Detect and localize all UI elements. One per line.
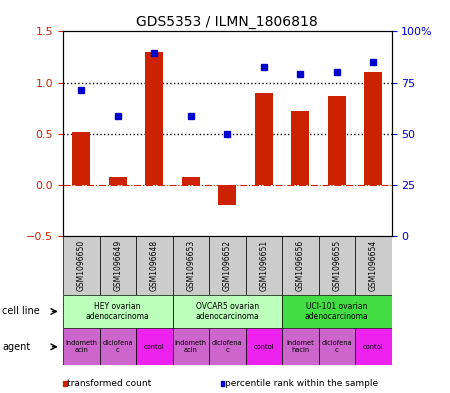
Bar <box>218 185 236 205</box>
Text: contol: contol <box>253 344 274 350</box>
Bar <box>319 236 355 295</box>
Text: GSM1096654: GSM1096654 <box>369 240 378 291</box>
Bar <box>72 132 90 185</box>
Text: GSM1096650: GSM1096650 <box>77 240 86 291</box>
Text: indomet
hacin: indomet hacin <box>286 340 314 353</box>
Bar <box>63 328 99 365</box>
Text: diclofena
c: diclofena c <box>321 340 352 353</box>
Bar <box>246 236 282 295</box>
Bar <box>172 295 282 328</box>
Text: GSM1096651: GSM1096651 <box>259 240 268 291</box>
Bar <box>136 328 172 365</box>
Text: transformed count: transformed count <box>67 379 151 387</box>
Text: HEY ovarian
adenocarcinoma: HEY ovarian adenocarcinoma <box>86 302 149 321</box>
Bar <box>319 328 355 365</box>
Bar <box>108 176 127 185</box>
Bar <box>99 236 136 295</box>
Bar <box>328 96 346 185</box>
Bar <box>355 328 392 365</box>
Title: GDS5353 / ILMN_1806818: GDS5353 / ILMN_1806818 <box>136 15 318 29</box>
Bar <box>172 328 209 365</box>
Bar <box>282 236 319 295</box>
Text: percentile rank within the sample: percentile rank within the sample <box>225 379 378 387</box>
Bar <box>136 236 172 295</box>
Bar <box>145 52 163 185</box>
Bar <box>364 72 382 185</box>
Text: GSM1096656: GSM1096656 <box>296 240 305 291</box>
Text: contol: contol <box>144 344 165 350</box>
Bar <box>282 328 319 365</box>
Bar <box>63 236 99 295</box>
Text: GSM1096649: GSM1096649 <box>113 240 122 291</box>
Text: indometh
acin: indometh acin <box>175 340 207 353</box>
Text: contol: contol <box>363 344 383 350</box>
Text: GSM1096655: GSM1096655 <box>332 240 341 291</box>
Text: indometh
acin: indometh acin <box>65 340 97 353</box>
Bar <box>182 176 200 185</box>
Bar <box>63 295 172 328</box>
Bar <box>255 93 273 185</box>
Text: GSM1096652: GSM1096652 <box>223 240 232 291</box>
Text: agent: agent <box>2 342 31 352</box>
Bar <box>355 236 392 295</box>
Text: OVCAR5 ovarian
adenocarcinoma: OVCAR5 ovarian adenocarcinoma <box>195 302 259 321</box>
Bar <box>282 295 392 328</box>
Bar <box>172 236 209 295</box>
Text: diclofena
c: diclofena c <box>212 340 243 353</box>
Text: diclofena
c: diclofena c <box>103 340 133 353</box>
Text: GSM1096648: GSM1096648 <box>150 240 159 291</box>
Bar <box>209 236 246 295</box>
Bar <box>209 328 246 365</box>
Text: UCI-101 ovarian
adenocarcinoma: UCI-101 ovarian adenocarcinoma <box>305 302 369 321</box>
Text: cell line: cell line <box>2 307 40 316</box>
Bar <box>291 111 310 185</box>
Bar <box>246 328 282 365</box>
Bar <box>220 380 224 386</box>
Text: GSM1096653: GSM1096653 <box>186 240 195 291</box>
Bar <box>99 328 136 365</box>
Bar <box>63 380 67 386</box>
